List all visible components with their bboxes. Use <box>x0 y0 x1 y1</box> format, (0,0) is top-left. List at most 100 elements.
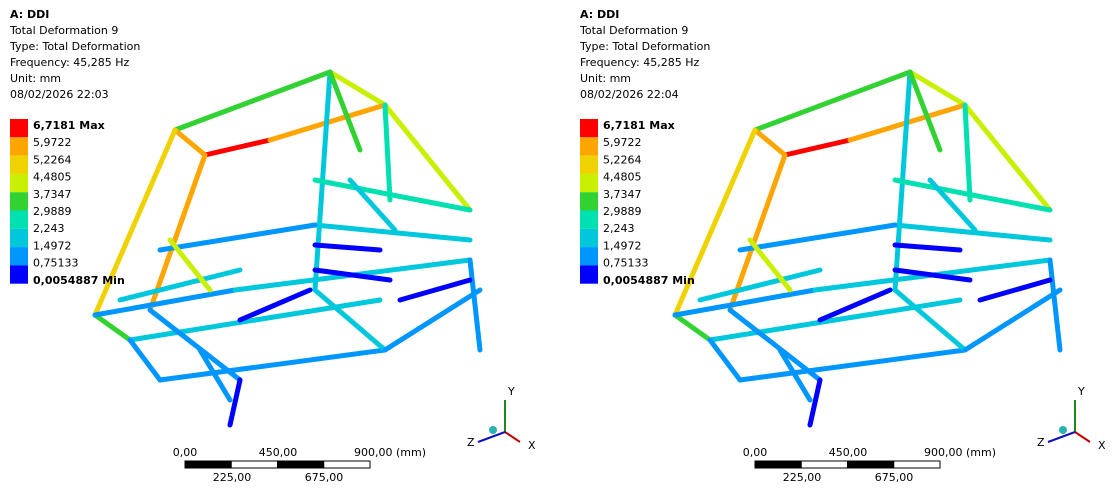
scale-segment <box>848 461 894 468</box>
scale-label: 225,00 <box>213 471 252 484</box>
model-view <box>675 72 1060 425</box>
legend-label: 0,0054887 Min <box>33 274 125 287</box>
scale-label: 450,00 <box>259 446 298 459</box>
legend-label: 3,7347 <box>603 188 642 201</box>
legend-swatch <box>580 119 598 137</box>
frame-tube <box>175 130 205 155</box>
scale-segment <box>894 461 940 468</box>
frame-tube <box>980 280 1050 300</box>
frame-tube <box>160 350 385 380</box>
legend-swatch <box>10 156 28 174</box>
legend-label: 6,7181 Max <box>33 119 105 132</box>
legend-label: 0,75133 <box>33 257 79 270</box>
legend-label: 6,7181 Max <box>603 119 675 132</box>
header-line: Type: Total Deformation <box>579 40 710 53</box>
frame-tube <box>470 260 480 350</box>
legend-swatch <box>10 211 28 229</box>
legend-label: 2,9889 <box>603 205 642 218</box>
scale-segment <box>278 461 324 468</box>
triad-origin <box>1059 426 1067 434</box>
legend-swatch <box>10 119 28 137</box>
scale-label: 0,00 <box>173 446 198 459</box>
scale-segment <box>324 461 370 468</box>
legend-swatch <box>580 192 598 210</box>
header-line: Total Deformation 9 <box>9 24 118 37</box>
header-line: Total Deformation 9 <box>579 24 688 37</box>
legend-label: 5,9722 <box>603 136 642 149</box>
scale-segment <box>801 461 847 468</box>
legend-swatch <box>580 247 598 265</box>
legend-swatch <box>10 137 28 155</box>
legend-swatch <box>580 174 598 192</box>
legend-label: 5,9722 <box>33 136 72 149</box>
triad-axis <box>505 432 520 442</box>
frame-tube <box>710 340 740 380</box>
triad-label: X <box>528 439 536 452</box>
viewport-panel: A: DDI Total Deformation 9 Type: Total Def… <box>9 8 536 484</box>
legend-label: 0,0054887 Min <box>603 274 695 287</box>
screenshot: A: DDI Total Deformation 9 Type: Total Def… <box>0 0 1118 489</box>
scale-segment <box>185 461 231 468</box>
scale-label: 225,00 <box>783 471 822 484</box>
frame-tube <box>700 270 820 300</box>
triad-label: Z <box>1037 436 1045 449</box>
frame-tube <box>740 350 965 380</box>
frame-tube <box>1050 260 1060 350</box>
legend-label: 2,243 <box>603 222 635 235</box>
frame-tube <box>95 315 130 340</box>
triad-label: Z <box>467 436 475 449</box>
frame-tube <box>675 315 710 340</box>
legend-swatch <box>580 137 598 155</box>
frame-tube <box>130 300 380 340</box>
header-line: 08/02/2026 22:04 <box>580 88 679 101</box>
scale-label: 450,00 <box>829 446 868 459</box>
frame-tube <box>205 140 270 155</box>
scale-label: 900,00 (mm) <box>354 446 426 459</box>
legend-swatch <box>580 211 598 229</box>
triad-origin <box>489 426 497 434</box>
frame-tube <box>315 245 380 250</box>
legend-label: 4,4805 <box>33 171 72 184</box>
frame-tube <box>400 280 470 300</box>
frame-tube <box>810 380 820 425</box>
frame-tube <box>755 130 785 155</box>
frame-tube <box>710 300 960 340</box>
triad-label: Y <box>507 385 515 398</box>
legend-label: 3,7347 <box>33 188 72 201</box>
header-line: 08/02/2026 22:03 <box>10 88 109 101</box>
scale-segment <box>231 461 277 468</box>
legend-label: 5,2264 <box>33 153 72 166</box>
legend-label: 1,4972 <box>603 239 642 252</box>
scale-label: 675,00 <box>305 471 344 484</box>
frame-tube <box>675 290 815 315</box>
scale-label: 900,00 (mm) <box>924 446 996 459</box>
legend-swatch <box>10 265 28 283</box>
frame-tube <box>755 72 910 130</box>
legend-swatch <box>10 192 28 210</box>
triad-label: X <box>1098 439 1106 452</box>
legend-swatch <box>10 229 28 247</box>
header-line: Type: Total Deformation <box>9 40 140 53</box>
scale-label: 0,00 <box>743 446 768 459</box>
legend-label: 1,4972 <box>33 239 72 252</box>
model-view <box>95 72 480 425</box>
frame-tube <box>120 270 240 300</box>
frame-tube <box>965 105 970 200</box>
header-line: A: DDI <box>10 8 49 21</box>
header-line: Unit: mm <box>10 72 61 85</box>
legend-swatch <box>10 247 28 265</box>
frame-tube <box>160 225 315 250</box>
frame-tube <box>95 290 235 315</box>
triad-label: Y <box>1077 385 1085 398</box>
frame-tube <box>740 225 895 250</box>
legend-swatch <box>580 156 598 174</box>
frame-tube <box>385 105 390 200</box>
header-line: A: DDI <box>580 8 619 21</box>
frame-tube <box>895 245 960 250</box>
legend-label: 2,9889 <box>33 205 72 218</box>
legend-swatch <box>580 229 598 247</box>
frame-tube <box>130 340 160 380</box>
legend-swatch <box>580 265 598 283</box>
frame-tube <box>230 380 240 425</box>
triad-axis <box>1075 432 1090 442</box>
